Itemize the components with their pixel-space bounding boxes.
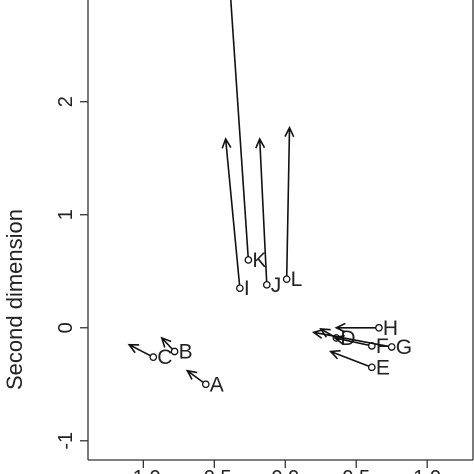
point-label: J bbox=[271, 274, 282, 297]
x-tick-label: -0.5 bbox=[197, 467, 231, 474]
x-tick-label: 0.5 bbox=[342, 467, 370, 474]
point-marker bbox=[235, 284, 244, 293]
arrow-shaft bbox=[334, 337, 372, 347]
point-label: F bbox=[376, 335, 389, 358]
arrow-head bbox=[160, 336, 172, 348]
arrow-head bbox=[311, 328, 324, 339]
point-h: H bbox=[334, 317, 398, 340]
arrow-head bbox=[284, 125, 295, 138]
x-tick-label: 0.0 bbox=[271, 467, 299, 474]
y-tick-label: 1 bbox=[55, 209, 77, 220]
point-label: C bbox=[157, 346, 172, 369]
point-l: L bbox=[282, 125, 303, 291]
arrow-head bbox=[334, 322, 346, 333]
point-b: B bbox=[160, 336, 193, 363]
x-tick-label: -1.0 bbox=[126, 467, 160, 474]
point-marker bbox=[282, 275, 291, 284]
arrow-head bbox=[221, 137, 232, 149]
point-e: E bbox=[328, 349, 390, 379]
point-label: G bbox=[396, 336, 412, 359]
point-a: A bbox=[185, 369, 224, 396]
point-marker bbox=[375, 323, 383, 332]
arrow-head bbox=[333, 334, 345, 345]
point-label: K bbox=[252, 249, 266, 272]
point-label: I bbox=[244, 277, 250, 300]
point-g: G bbox=[311, 328, 412, 359]
x-axis: -1.0 -0.5 0.0 0.5 1.0 bbox=[126, 460, 441, 474]
point-c: C bbox=[127, 343, 172, 369]
point-label: A bbox=[210, 373, 224, 396]
point-label: L bbox=[291, 268, 303, 291]
arrow-shaft bbox=[313, 331, 392, 348]
point-marker bbox=[367, 363, 376, 372]
point-j: J bbox=[255, 137, 282, 297]
y-tick-label: -1 bbox=[55, 432, 77, 450]
point-marker bbox=[149, 353, 158, 361]
x-tick-label: 1.0 bbox=[413, 467, 441, 474]
arrow-shaft bbox=[128, 344, 154, 358]
arrow-shaft bbox=[229, 0, 250, 261]
point-k: K bbox=[229, 0, 266, 272]
point-marker bbox=[244, 256, 253, 264]
y-axis-title: Second dimension bbox=[2, 209, 27, 390]
point-label: E bbox=[376, 356, 390, 379]
point-marker bbox=[201, 380, 210, 389]
y-axis: -1 0 1 2 bbox=[55, 96, 88, 450]
plot-frame bbox=[87, 0, 474, 461]
arrow-head bbox=[328, 349, 341, 360]
point-i: I bbox=[221, 137, 250, 300]
arrow-head bbox=[127, 343, 140, 354]
arrow-shaft bbox=[330, 350, 373, 369]
y-tick-label: 0 bbox=[55, 322, 77, 333]
point-label: H bbox=[383, 317, 398, 340]
point-marker bbox=[387, 343, 396, 351]
y-tick-label: 2 bbox=[55, 96, 77, 107]
arrow-head bbox=[185, 369, 198, 380]
point-marker bbox=[170, 347, 179, 356]
arrow-shaft bbox=[258, 138, 268, 285]
point-marker bbox=[262, 280, 271, 289]
point-label: B bbox=[179, 340, 193, 363]
arrow-shaft bbox=[224, 138, 241, 289]
data-series: ABCDEFGHIJKL bbox=[127, 0, 412, 396]
arrow-shaft bbox=[285, 127, 291, 280]
arrow-head bbox=[255, 137, 266, 149]
